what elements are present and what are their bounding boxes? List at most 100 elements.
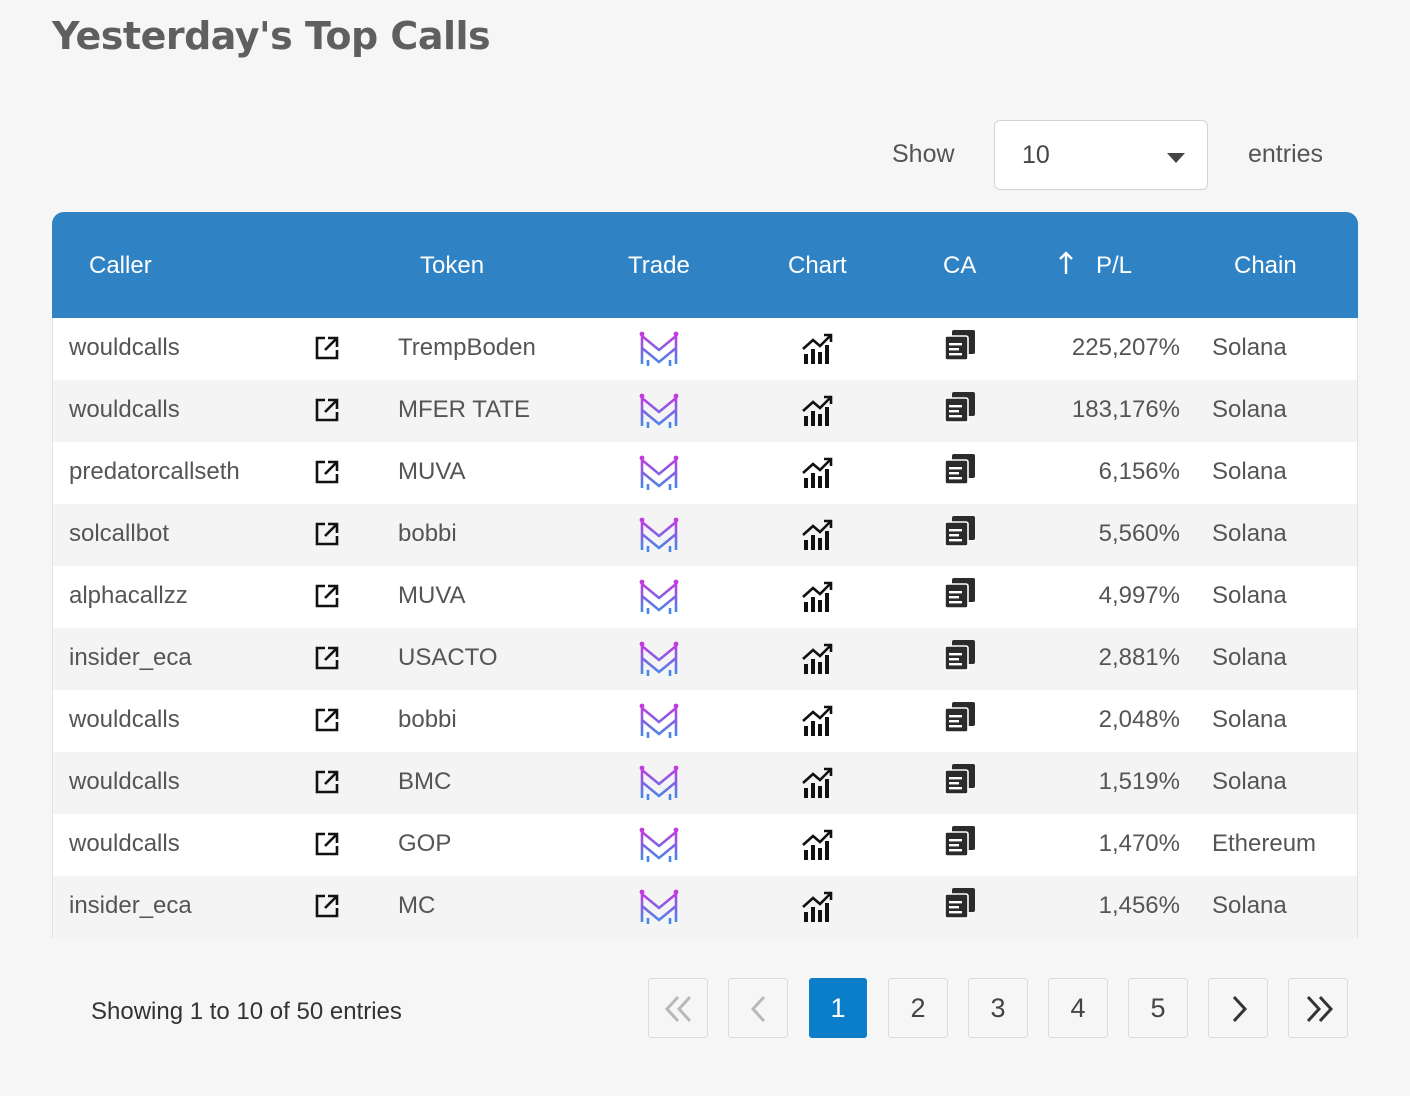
chain-name: Solana	[1212, 768, 1287, 795]
caller-name: solcallbot	[69, 520, 170, 547]
next-page-icon	[1232, 995, 1248, 1023]
chart-icon[interactable]	[801, 456, 835, 495]
next-page-button[interactable]	[1208, 978, 1268, 1038]
caret-down-icon	[1167, 153, 1185, 163]
trade-logo-icon[interactable]	[639, 330, 679, 373]
trade-logo-icon[interactable]	[639, 392, 679, 435]
table-row: alphacallzz MUVA 4,997% Solana	[53, 566, 1357, 628]
first-page-icon	[664, 995, 692, 1023]
header-token[interactable]: Token	[420, 252, 485, 279]
header-caller[interactable]: Caller	[89, 252, 152, 279]
external-link-icon[interactable]	[314, 769, 340, 800]
header-trade[interactable]: Trade	[628, 252, 690, 279]
table-row: solcallbot bobbi 5,560% Solana	[53, 504, 1357, 566]
trade-logo-icon[interactable]	[639, 454, 679, 497]
external-link-icon[interactable]	[314, 707, 340, 738]
caller-name: wouldcalls	[69, 768, 180, 795]
copy-icon[interactable]	[943, 576, 977, 615]
header-chain[interactable]: Chain	[1234, 252, 1297, 279]
copy-icon[interactable]	[943, 328, 977, 367]
chain-name: Solana	[1212, 582, 1287, 609]
chain-name: Solana	[1212, 706, 1287, 733]
table-row: wouldcalls GOP 1,470% Ethereum	[53, 814, 1357, 876]
entries-per-page-select[interactable]: 10	[994, 120, 1208, 190]
chart-icon[interactable]	[801, 394, 835, 433]
trade-logo-icon[interactable]	[639, 764, 679, 807]
chart-icon[interactable]	[801, 766, 835, 805]
token-name: MFER TATE	[398, 396, 530, 423]
first-page-button[interactable]	[648, 978, 708, 1038]
table-header: Caller Token Trade Chart CA P/L Chain	[52, 212, 1358, 318]
trade-logo-icon[interactable]	[639, 578, 679, 621]
table-row: wouldcalls MFER TATE 183,176% Solana	[53, 380, 1357, 442]
token-name: MC	[398, 892, 436, 919]
external-link-icon[interactable]	[314, 583, 340, 614]
chain-name: Solana	[1212, 520, 1287, 547]
external-link-icon[interactable]	[314, 831, 340, 862]
table-row: wouldcalls TrempBoden 225,207% Solana	[53, 318, 1357, 380]
copy-icon[interactable]	[943, 700, 977, 739]
page-button-3[interactable]: 3	[968, 978, 1028, 1038]
external-link-icon[interactable]	[314, 397, 340, 428]
chart-icon[interactable]	[801, 890, 835, 929]
chart-icon[interactable]	[801, 704, 835, 743]
trade-logo-icon[interactable]	[639, 702, 679, 745]
entries-label: entries	[1248, 140, 1324, 168]
table-info: Showing 1 to 10 of 50 entries	[91, 998, 402, 1025]
table-row: predatorcallseth MUVA 6,156% Solana	[53, 442, 1357, 504]
chart-icon[interactable]	[801, 332, 835, 371]
copy-icon[interactable]	[943, 390, 977, 429]
profit-loss-value: 2,881%	[1098, 644, 1180, 671]
show-label: Show	[892, 140, 955, 168]
copy-icon[interactable]	[943, 762, 977, 801]
token-name: TrempBoden	[398, 334, 536, 361]
copy-icon[interactable]	[943, 514, 977, 553]
page-button-2[interactable]: 2	[888, 978, 948, 1038]
last-page-button[interactable]	[1288, 978, 1348, 1038]
external-link-icon[interactable]	[314, 521, 340, 552]
token-name: bobbi	[398, 706, 457, 733]
page-button-4[interactable]: 4	[1048, 978, 1108, 1038]
profit-loss-value: 1,470%	[1098, 830, 1180, 857]
caller-name: wouldcalls	[69, 334, 180, 361]
copy-icon[interactable]	[943, 886, 977, 925]
header-ca[interactable]: CA	[943, 252, 977, 279]
external-link-icon[interactable]	[314, 645, 340, 676]
chart-icon[interactable]	[801, 580, 835, 619]
profit-loss-value: 4,997%	[1098, 582, 1180, 609]
caller-name: wouldcalls	[69, 396, 180, 423]
trade-logo-icon[interactable]	[639, 516, 679, 559]
copy-icon[interactable]	[943, 452, 977, 491]
entries-length-control: Show 10 entries	[880, 120, 1340, 192]
external-link-icon[interactable]	[314, 335, 340, 366]
copy-icon[interactable]	[943, 824, 977, 863]
token-name: BMC	[398, 768, 452, 795]
trade-logo-icon[interactable]	[639, 888, 679, 931]
chart-icon[interactable]	[801, 828, 835, 867]
copy-icon[interactable]	[943, 638, 977, 677]
select-value: 10	[1022, 141, 1050, 169]
sort-ascending-icon[interactable]	[1058, 250, 1074, 276]
caller-name: wouldcalls	[69, 830, 180, 857]
profit-loss-value: 5,560%	[1098, 520, 1180, 547]
page-button-1[interactable]: 1	[809, 978, 867, 1038]
table-row: insider_eca MC 1,456% Solana	[53, 876, 1357, 938]
chain-name: Solana	[1212, 396, 1287, 423]
external-link-icon[interactable]	[314, 459, 340, 490]
profit-loss-value: 1,456%	[1098, 892, 1180, 919]
trade-logo-icon[interactable]	[639, 826, 679, 869]
previous-page-icon	[750, 995, 766, 1023]
caller-name: wouldcalls	[69, 706, 180, 733]
external-link-icon[interactable]	[314, 893, 340, 924]
last-page-icon	[1306, 995, 1334, 1023]
header-pl[interactable]: P/L	[1096, 252, 1133, 279]
previous-page-button[interactable]	[728, 978, 788, 1038]
page-button-5[interactable]: 5	[1128, 978, 1188, 1038]
chain-name: Solana	[1212, 334, 1287, 361]
trade-logo-icon[interactable]	[639, 640, 679, 683]
header-chart[interactable]: Chart	[788, 252, 847, 279]
profit-loss-value: 6,156%	[1098, 458, 1180, 485]
chain-name: Ethereum	[1212, 830, 1317, 857]
chart-icon[interactable]	[801, 518, 835, 557]
chart-icon[interactable]	[801, 642, 835, 681]
